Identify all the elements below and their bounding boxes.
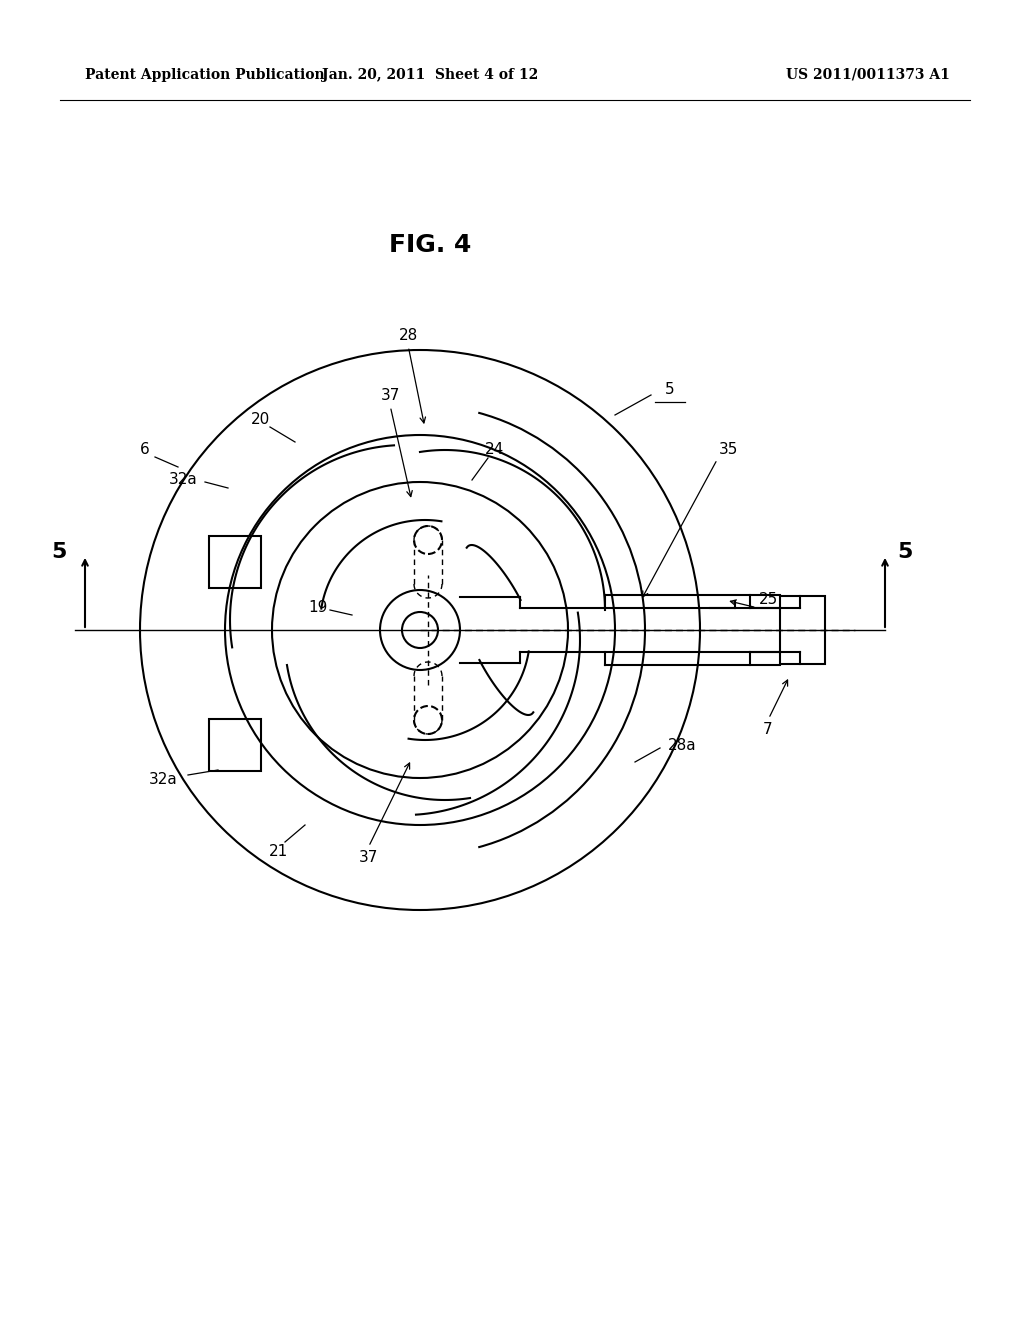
Text: 32a: 32a: [169, 473, 198, 487]
Text: 21: 21: [268, 845, 288, 859]
Text: FIG. 4: FIG. 4: [389, 234, 471, 257]
Bar: [209, 536, 261, 587]
Text: 37: 37: [358, 850, 378, 866]
Text: 6: 6: [140, 442, 150, 458]
Text: 5: 5: [51, 543, 67, 562]
Text: 32a: 32a: [148, 772, 177, 788]
Bar: [780, 597, 825, 664]
Text: Jan. 20, 2011  Sheet 4 of 12: Jan. 20, 2011 Sheet 4 of 12: [322, 69, 539, 82]
Text: 19: 19: [308, 601, 328, 615]
Text: 37: 37: [380, 388, 399, 403]
Text: 24: 24: [485, 442, 505, 458]
Bar: [209, 719, 261, 771]
Text: 28: 28: [398, 327, 418, 342]
Text: 28a: 28a: [668, 738, 696, 752]
Text: 35: 35: [718, 442, 737, 458]
Text: US 2011/0011373 A1: US 2011/0011373 A1: [786, 69, 950, 82]
Text: 7: 7: [763, 722, 773, 738]
Text: Patent Application Publication: Patent Application Publication: [85, 69, 325, 82]
Text: 5: 5: [666, 383, 675, 397]
Text: 25: 25: [759, 593, 777, 607]
Text: 5: 5: [897, 543, 912, 562]
Text: 20: 20: [251, 412, 269, 428]
